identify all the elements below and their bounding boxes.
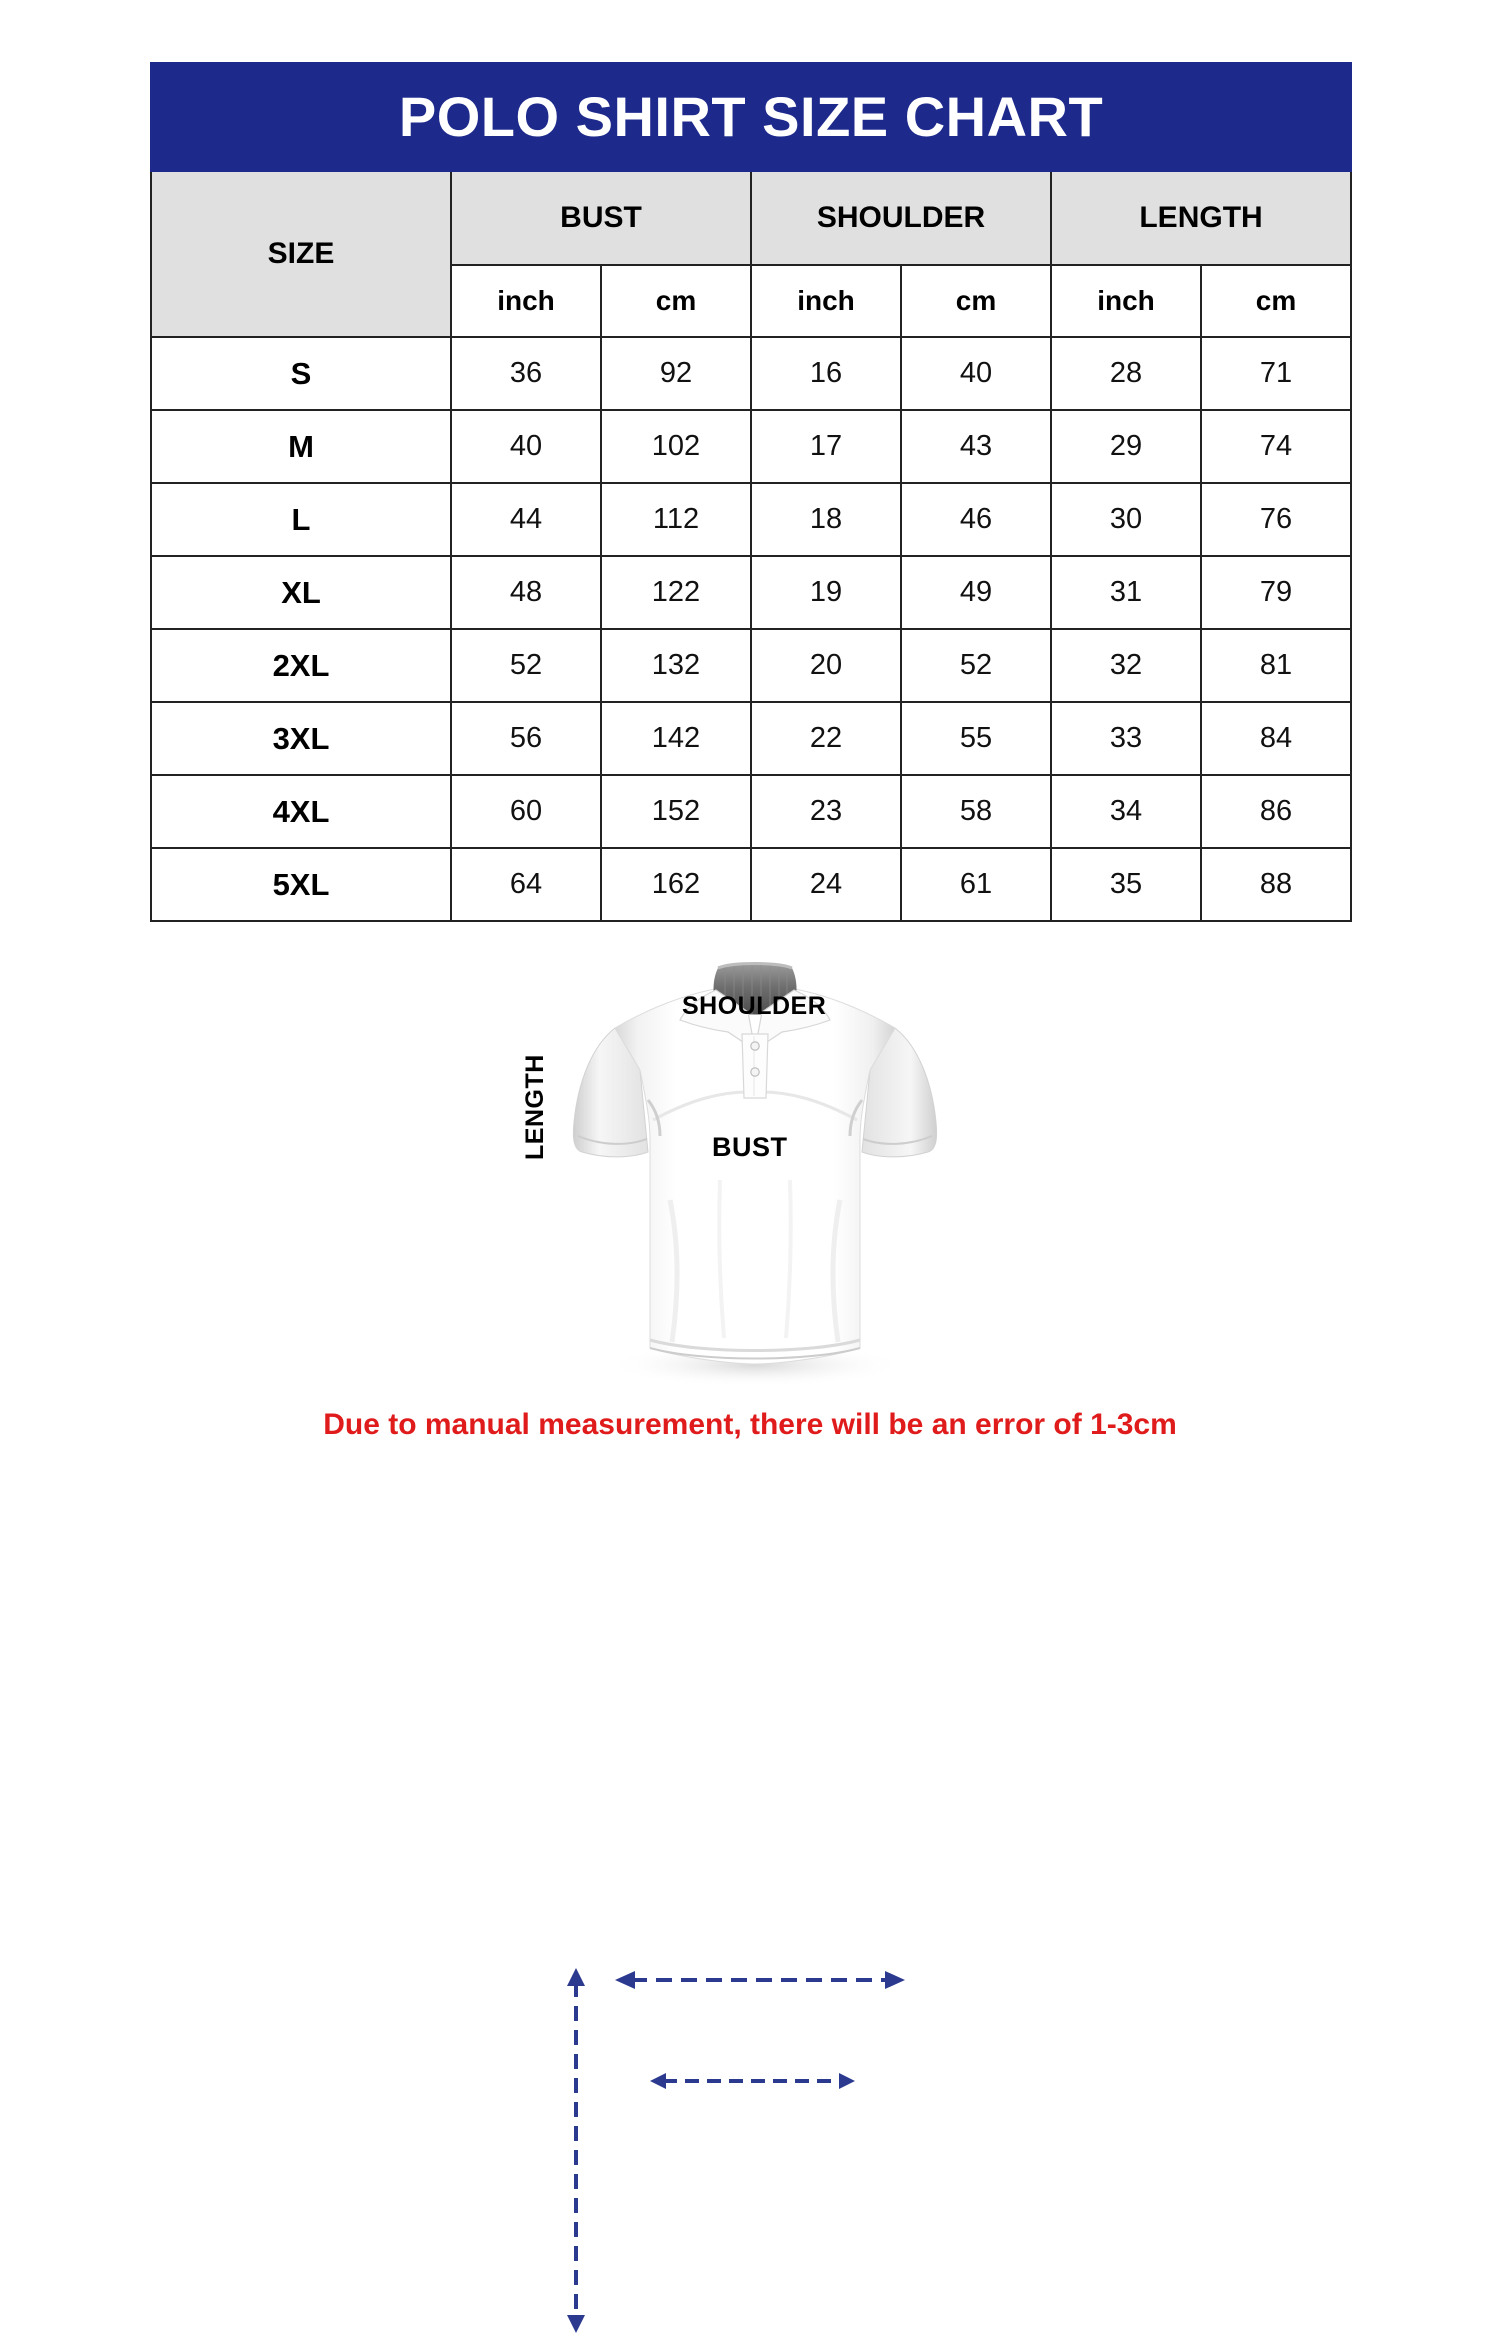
cell-bust-inch: 56 bbox=[450, 701, 602, 776]
row-size: 4XL bbox=[150, 774, 452, 849]
row-size: S bbox=[150, 336, 452, 411]
measurement-disclaimer: Due to manual measurement, there will be… bbox=[323, 1408, 1177, 1441]
cell-shoulder-inch: 20 bbox=[750, 628, 902, 703]
shoulder-label: SHOULDER bbox=[682, 992, 827, 1020]
cell-bust-cm: 112 bbox=[600, 482, 752, 557]
row-size: XL bbox=[150, 555, 452, 630]
cell-shoulder-cm: 52 bbox=[900, 628, 1052, 703]
unit-bust-cm: cm bbox=[600, 264, 752, 338]
cell-bust-inch: 44 bbox=[450, 482, 602, 557]
group-header-shoulder: SHOULDER bbox=[750, 170, 1052, 266]
shoulder-measure-arrow bbox=[615, 1971, 905, 1989]
cell-shoulder-inch: 18 bbox=[750, 482, 902, 557]
unit-bust-inch: inch bbox=[450, 264, 602, 338]
cell-shoulder-cm: 40 bbox=[900, 336, 1052, 411]
table-row: 5XL 64 162 24 61 35 88 bbox=[150, 847, 1353, 922]
cell-shoulder-cm: 49 bbox=[900, 555, 1052, 630]
table-row: L 44 112 18 46 30 76 bbox=[150, 482, 1353, 557]
cell-length-cm: 86 bbox=[1199, 774, 1353, 849]
table-row: 4XL 60 152 23 58 34 86 bbox=[150, 774, 1353, 849]
cell-shoulder-cm: 46 bbox=[900, 482, 1052, 557]
polo-shirt-illustration bbox=[572, 962, 938, 1387]
cell-bust-cm: 102 bbox=[600, 409, 752, 484]
unit-shoulder-inch: inch bbox=[750, 264, 902, 338]
length-measure-arrow bbox=[567, 1968, 585, 2333]
cell-bust-cm: 132 bbox=[600, 628, 752, 703]
cell-shoulder-cm: 61 bbox=[900, 847, 1052, 922]
cell-shoulder-inch: 23 bbox=[750, 774, 902, 849]
cell-length-cm: 88 bbox=[1199, 847, 1353, 922]
group-header-length: LENGTH bbox=[1049, 170, 1353, 266]
cell-bust-cm: 162 bbox=[600, 847, 752, 922]
cell-bust-inch: 60 bbox=[450, 774, 602, 849]
unit-shoulder-cm: cm bbox=[900, 264, 1052, 338]
group-header-row: SIZE BUST SHOULDER LENGTH bbox=[150, 170, 1353, 338]
cell-shoulder-cm: 58 bbox=[900, 774, 1052, 849]
bust-measure-arrow bbox=[650, 2073, 855, 2089]
cell-length-cm: 84 bbox=[1199, 701, 1353, 776]
row-size: 5XL bbox=[150, 847, 452, 922]
cell-shoulder-inch: 16 bbox=[750, 336, 902, 411]
cell-shoulder-inch: 17 bbox=[750, 409, 902, 484]
cell-bust-inch: 64 bbox=[450, 847, 602, 922]
cell-shoulder-inch: 22 bbox=[750, 701, 902, 776]
table-row: 3XL 56 142 22 55 33 84 bbox=[150, 701, 1353, 776]
table-row: XL 48 122 19 49 31 79 bbox=[150, 555, 1353, 630]
cell-shoulder-cm: 43 bbox=[900, 409, 1052, 484]
cell-bust-inch: 48 bbox=[450, 555, 602, 630]
unit-header-row: inch cm inch cm inch cm bbox=[151, 264, 1353, 338]
cell-length-inch: 29 bbox=[1050, 409, 1202, 484]
row-size: 2XL bbox=[150, 628, 452, 703]
row-size: L bbox=[150, 482, 452, 557]
cell-length-inch: 33 bbox=[1050, 701, 1202, 776]
unit-length-inch: inch bbox=[1050, 264, 1202, 338]
cell-length-inch: 35 bbox=[1050, 847, 1202, 922]
cell-length-inch: 28 bbox=[1050, 336, 1202, 411]
length-label: LENGTH bbox=[521, 1054, 549, 1160]
cell-shoulder-inch: 24 bbox=[750, 847, 902, 922]
cell-length-cm: 71 bbox=[1199, 336, 1353, 411]
size-chart-table: POLO SHIRT SIZE CHART SIZE BUST SHOULDER… bbox=[149, 62, 1353, 922]
cell-bust-inch: 36 bbox=[450, 336, 602, 411]
table-row: M 40 102 17 43 29 74 bbox=[150, 409, 1353, 484]
cell-length-inch: 30 bbox=[1050, 482, 1202, 557]
cell-length-cm: 79 bbox=[1199, 555, 1353, 630]
cell-length-inch: 34 bbox=[1050, 774, 1202, 849]
unit-length-cm: cm bbox=[1199, 264, 1353, 338]
group-header-size: SIZE bbox=[150, 170, 452, 338]
cell-length-inch: 32 bbox=[1050, 628, 1202, 703]
cell-shoulder-cm: 55 bbox=[900, 701, 1052, 776]
table-row: 2XL 52 132 20 52 32 81 bbox=[150, 628, 1353, 703]
chart-title-cell: POLO SHIRT SIZE CHART bbox=[149, 62, 1353, 172]
cell-shoulder-inch: 19 bbox=[750, 555, 902, 630]
row-size: M bbox=[150, 409, 452, 484]
bust-label: BUST bbox=[712, 1132, 788, 1162]
cell-bust-cm: 142 bbox=[600, 701, 752, 776]
cell-bust-inch: 40 bbox=[450, 409, 602, 484]
cell-bust-cm: 122 bbox=[600, 555, 752, 630]
page-title: POLO SHIRT SIZE CHART bbox=[398, 85, 1104, 148]
cell-bust-cm: 152 bbox=[600, 774, 752, 849]
cell-length-inch: 31 bbox=[1050, 555, 1202, 630]
measurement-diagram bbox=[0, 950, 1500, 2333]
group-header-bust: BUST bbox=[450, 170, 752, 266]
cell-length-cm: 74 bbox=[1199, 409, 1353, 484]
chart-title-row: POLO SHIRT SIZE CHART bbox=[149, 62, 1353, 172]
cell-bust-inch: 52 bbox=[450, 628, 602, 703]
cell-length-cm: 81 bbox=[1199, 628, 1353, 703]
row-size: 3XL bbox=[150, 701, 452, 776]
cell-bust-cm: 92 bbox=[600, 336, 752, 411]
cell-length-cm: 76 bbox=[1199, 482, 1353, 557]
table-row: S 36 92 16 40 28 71 bbox=[150, 336, 1353, 411]
